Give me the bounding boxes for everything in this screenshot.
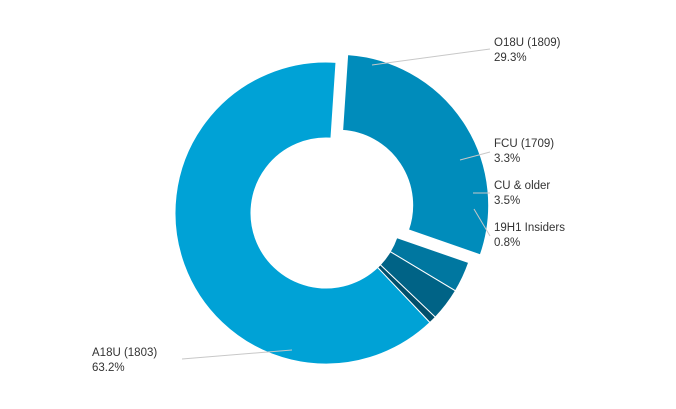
leader-line: [473, 208, 491, 237]
slice-percent-label: 29.3%: [494, 52, 527, 64]
leader-line: [181, 349, 293, 360]
slice-name-label: FCU (1709): [494, 138, 554, 150]
slice-percent-label: 63.2%: [92, 362, 125, 374]
slice-name-label: 19H1 Insiders: [494, 222, 565, 234]
slice-a18u-1803[interactable]: [174, 61, 431, 365]
slice-o18u-1809[interactable]: [342, 54, 490, 256]
slice-percent-label: 3.3%: [494, 153, 520, 165]
slice-name-label: O18U (1809): [494, 37, 561, 49]
slice-percent-label: 3.5%: [494, 195, 520, 207]
leader-lines: [181, 48, 491, 360]
donut-slices: [174, 54, 490, 365]
slice-name-label: A18U (1803): [92, 347, 157, 359]
slice-19h1-insiders[interactable]: [376, 264, 437, 324]
leader-line: [459, 151, 491, 161]
slice-percent-label: 0.8%: [494, 237, 520, 249]
slice-labels: A18U (1803) 63.2% O18U (1809) 29.3% FCU (170…: [92, 37, 565, 374]
slice-name-label: CU & older: [494, 180, 550, 192]
leader-line: [371, 48, 491, 66]
